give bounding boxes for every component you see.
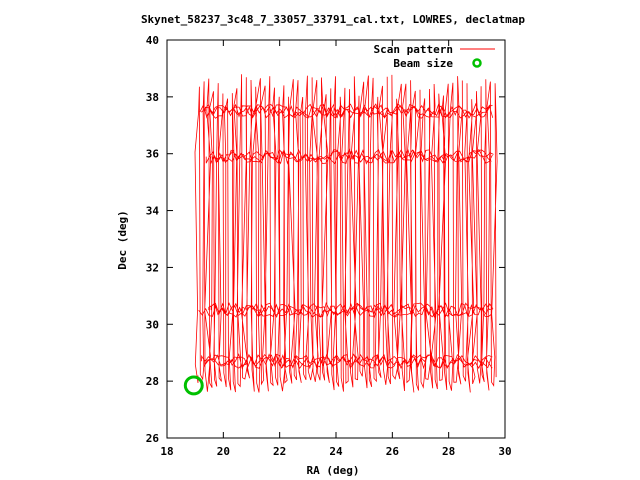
- x-axis-ticks: 18 20 22 24 26 28 30: [160, 40, 512, 458]
- x-tick-label: 24: [329, 445, 343, 458]
- y-tick-label: 40: [146, 34, 159, 47]
- y-axis-ticks: 26 28 30 32 34 36 38 40: [146, 34, 505, 445]
- y-tick-label: 34: [146, 205, 160, 218]
- y-tick-label: 26: [146, 432, 160, 445]
- x-tick-label: 30: [498, 445, 511, 458]
- x-tick-label: 20: [217, 445, 230, 458]
- y-tick-label: 32: [146, 261, 159, 274]
- x-tick-label: 18: [160, 445, 173, 458]
- y-tick-label: 38: [146, 91, 159, 104]
- chart-title: Skynet_58237_3c48_7_33057_33791_cal.txt,…: [141, 13, 525, 26]
- y-tick-label: 28: [146, 375, 159, 388]
- x-tick-label: 22: [273, 445, 286, 458]
- beam-size-series: [183, 375, 204, 396]
- legend-scan-pattern-label: Scan pattern: [374, 43, 453, 56]
- y-tick-label: 30: [146, 318, 159, 331]
- x-tick-label: 26: [386, 445, 400, 458]
- y-axis-label: Dec (deg): [116, 210, 129, 270]
- scan-pattern-series: [194, 74, 498, 393]
- legend-beam-size-label: Beam size: [393, 57, 453, 70]
- x-tick-label: 28: [442, 445, 455, 458]
- legend-beam-size-marker: [472, 58, 482, 68]
- legend: Scan pattern Beam size: [374, 43, 495, 70]
- x-axis-label: RA (deg): [307, 464, 360, 477]
- y-tick-label: 36: [146, 148, 160, 161]
- scan-pattern-line: [194, 74, 498, 393]
- beam-size-circle: [183, 375, 204, 396]
